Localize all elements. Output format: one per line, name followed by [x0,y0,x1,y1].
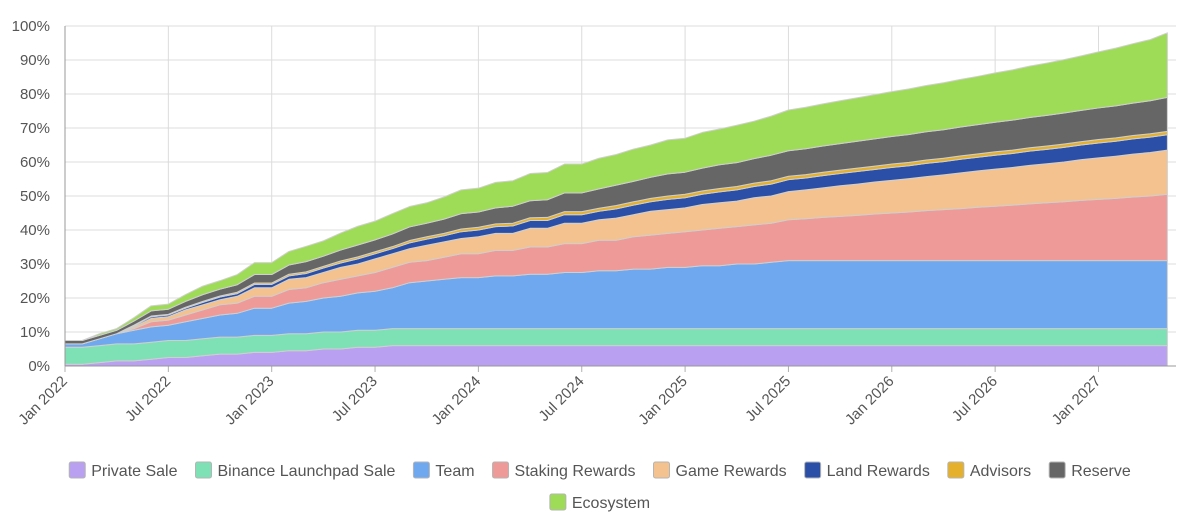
legend-item-team[interactable]: Team [412,461,475,480]
x-tick-label: Jul 2024 [535,373,587,425]
y-tick-label: 70% [20,120,50,137]
y-tick-label: 90% [20,52,50,69]
x-tick-label: Jul 2026 [949,373,1001,425]
legend-item-game-rewards[interactable]: Game Rewards [653,461,787,480]
y-tick-label: 20% [20,290,50,307]
legend-label: Binance Launchpad Sale [218,463,396,480]
y-tick-label: 40% [20,222,50,239]
legend-swatch [1048,461,1066,479]
legend-swatch [947,461,965,479]
legend-item-advisors[interactable]: Advisors [947,461,1031,480]
legend-swatch [804,461,822,479]
legend-swatch [412,461,430,479]
legend-swatch [492,461,510,479]
legend-item-ecosystem[interactable]: Ecosystem [549,493,650,512]
y-tick-label: 60% [20,154,50,171]
legend-label: Team [435,463,474,480]
y-tick-label: 100% [12,18,50,35]
y-tick-label: 0% [28,358,50,375]
legend-item-staking-rewards[interactable]: Staking Rewards [492,461,636,480]
y-tick-label: 80% [20,86,50,103]
legend-swatch [653,461,670,479]
legend-item-binance-launchpad-sale[interactable]: Binance Launchpad Sale [195,461,396,480]
legend-label: Staking Rewards [515,463,636,480]
x-tick-label: Jan 2024 [429,373,485,429]
legend-label: Ecosystem [572,495,650,512]
series-areas [64,32,1168,367]
legend-swatch [549,493,567,511]
legend-label: Advisors [970,463,1031,480]
x-tick-label: Jul 2022 [122,373,174,425]
x-tick-label: Jul 2025 [742,373,794,425]
x-tick-label: Jan 2026 [842,373,898,429]
y-tick-label: 10% [20,324,50,341]
legend: Private Sale Binance Launchpad Sale Team St… [68,461,1131,512]
x-tick-label: Jan 2022 [15,373,71,429]
legend-label: Game Rewards [676,463,787,480]
y-tick-label: 30% [20,256,50,273]
area-ecosystem[interactable] [64,32,1168,341]
x-tick-label: Jan 2023 [222,373,278,429]
legend-label: Reserve [1071,463,1131,480]
x-tick-label: Jul 2023 [329,373,381,425]
legend-item-reserve[interactable]: Reserve [1048,461,1131,480]
x-tick-label: Jan 2025 [635,373,691,429]
x-tick-label: Jan 2027 [1049,373,1105,429]
legend-swatch [68,461,86,479]
legend-item-private-sale[interactable]: Private Sale [68,461,178,480]
y-tick-label: 50% [20,188,50,205]
legend-label: Land Rewards [827,463,930,480]
legend-swatch [195,461,212,479]
legend-item-land-rewards[interactable]: Land Rewards [804,461,930,480]
legend-label: Private Sale [91,463,177,480]
